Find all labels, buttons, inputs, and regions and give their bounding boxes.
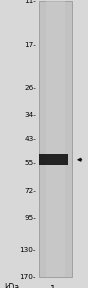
Bar	[39, 1, 72, 277]
Text: 130-: 130-	[20, 247, 36, 253]
Text: 26-: 26-	[24, 85, 36, 91]
Text: kDa: kDa	[4, 283, 20, 288]
Text: 170-: 170-	[20, 274, 36, 280]
Bar	[46, 1, 65, 277]
Text: 1: 1	[50, 285, 56, 288]
Text: 17-: 17-	[24, 42, 36, 48]
Text: 55-: 55-	[24, 160, 36, 166]
Text: 95-: 95-	[24, 215, 36, 221]
Text: 11-: 11-	[24, 0, 36, 4]
Text: 72-: 72-	[24, 187, 36, 194]
Bar	[39, 154, 68, 165]
Text: 34-: 34-	[24, 112, 36, 118]
Text: 43-: 43-	[24, 136, 36, 142]
